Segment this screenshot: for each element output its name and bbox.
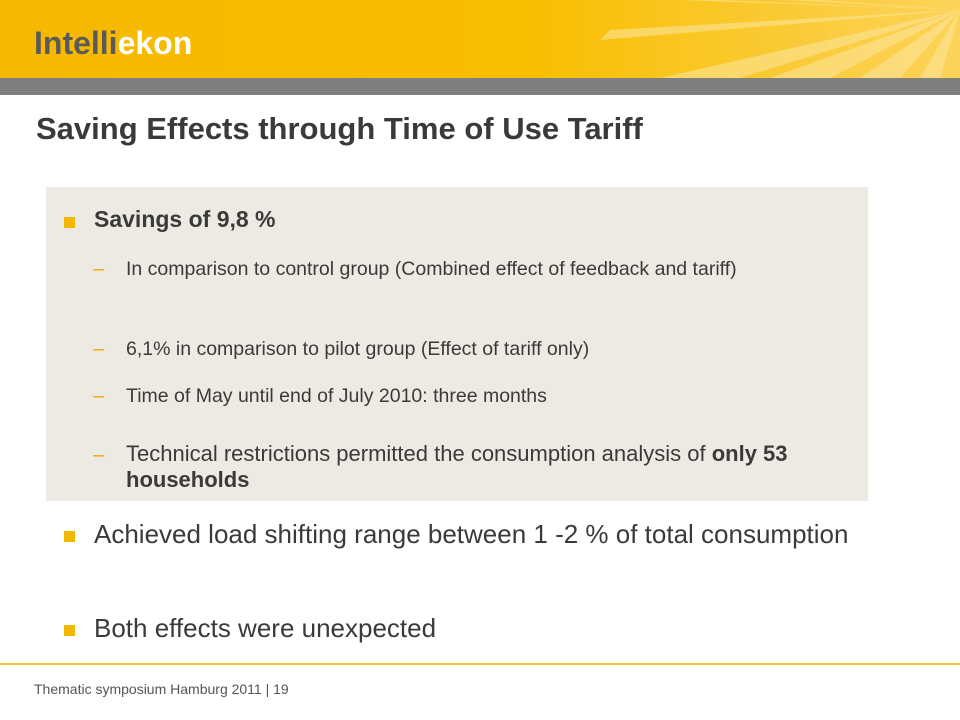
households-count-bold: only 53 households: [126, 441, 788, 492]
slide-header: Intelliekon: [0, 0, 960, 78]
dash-bullet-icon: –: [93, 338, 105, 360]
intelliekon-logo: Intelliekon: [34, 27, 192, 59]
logo-part-intelli: Intelli: [34, 25, 118, 61]
sub-item-control-group: In comparison to control group (Combined…: [126, 258, 737, 280]
square-bullet-icon: [64, 625, 75, 636]
bullet-savings-heading: Savings of 9,8 %: [94, 206, 276, 232]
highlight-box: [46, 187, 868, 501]
square-bullet-icon: [64, 531, 75, 542]
sub-item-pilot-group: 6,1% in comparison to pilot group (Effec…: [126, 338, 590, 360]
dash-bullet-icon: –: [93, 258, 105, 280]
dash-bullet-icon: –: [93, 385, 105, 407]
slide-title: Saving Effects through Time of Use Tarif…: [36, 111, 643, 146]
footer-divider: [0, 663, 960, 665]
bullet-load-shifting: Achieved load shifting range between 1 -…: [94, 519, 849, 549]
sub-item-time-period: Time of May until end of July 2010: thre…: [126, 385, 547, 407]
bullet-unexpected-effects: Both effects were unexpected: [94, 613, 437, 643]
square-bullet-icon: [64, 217, 75, 228]
sunburst-rays-decoration: [600, 0, 960, 78]
dash-bullet-icon: –: [93, 444, 105, 466]
footer-text: Thematic symposium Hamburg 2011 | 19: [34, 681, 289, 697]
sub-item-technical-restrictions: Technical restrictions permitted the con…: [126, 441, 866, 493]
header-grey-bar: [0, 78, 960, 95]
logo-part-ekon: ekon: [117, 25, 193, 61]
technical-restrictions-text: Technical restrictions permitted the con…: [126, 441, 712, 466]
